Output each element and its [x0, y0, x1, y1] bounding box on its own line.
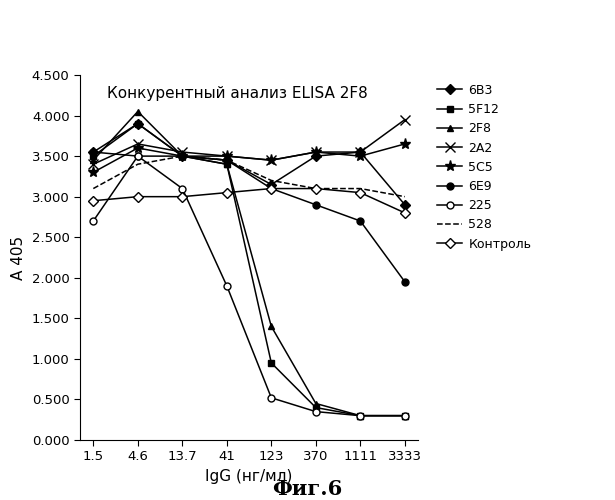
Text: Фиг.6: Фиг.6 — [272, 479, 343, 499]
X-axis label: IgG (нг/мл): IgG (нг/мл) — [205, 469, 293, 484]
Legend: 6B3, 5F12, 2F8, 2A2, 5C5, 6E9, 225, 528, Контроль: 6B3, 5F12, 2F8, 2A2, 5C5, 6E9, 225, 528,… — [435, 81, 534, 253]
Y-axis label: А 405: А 405 — [11, 236, 26, 280]
Text: Конкурентный анализ ELISA 2F8: Конкурентный анализ ELISA 2F8 — [107, 86, 368, 101]
